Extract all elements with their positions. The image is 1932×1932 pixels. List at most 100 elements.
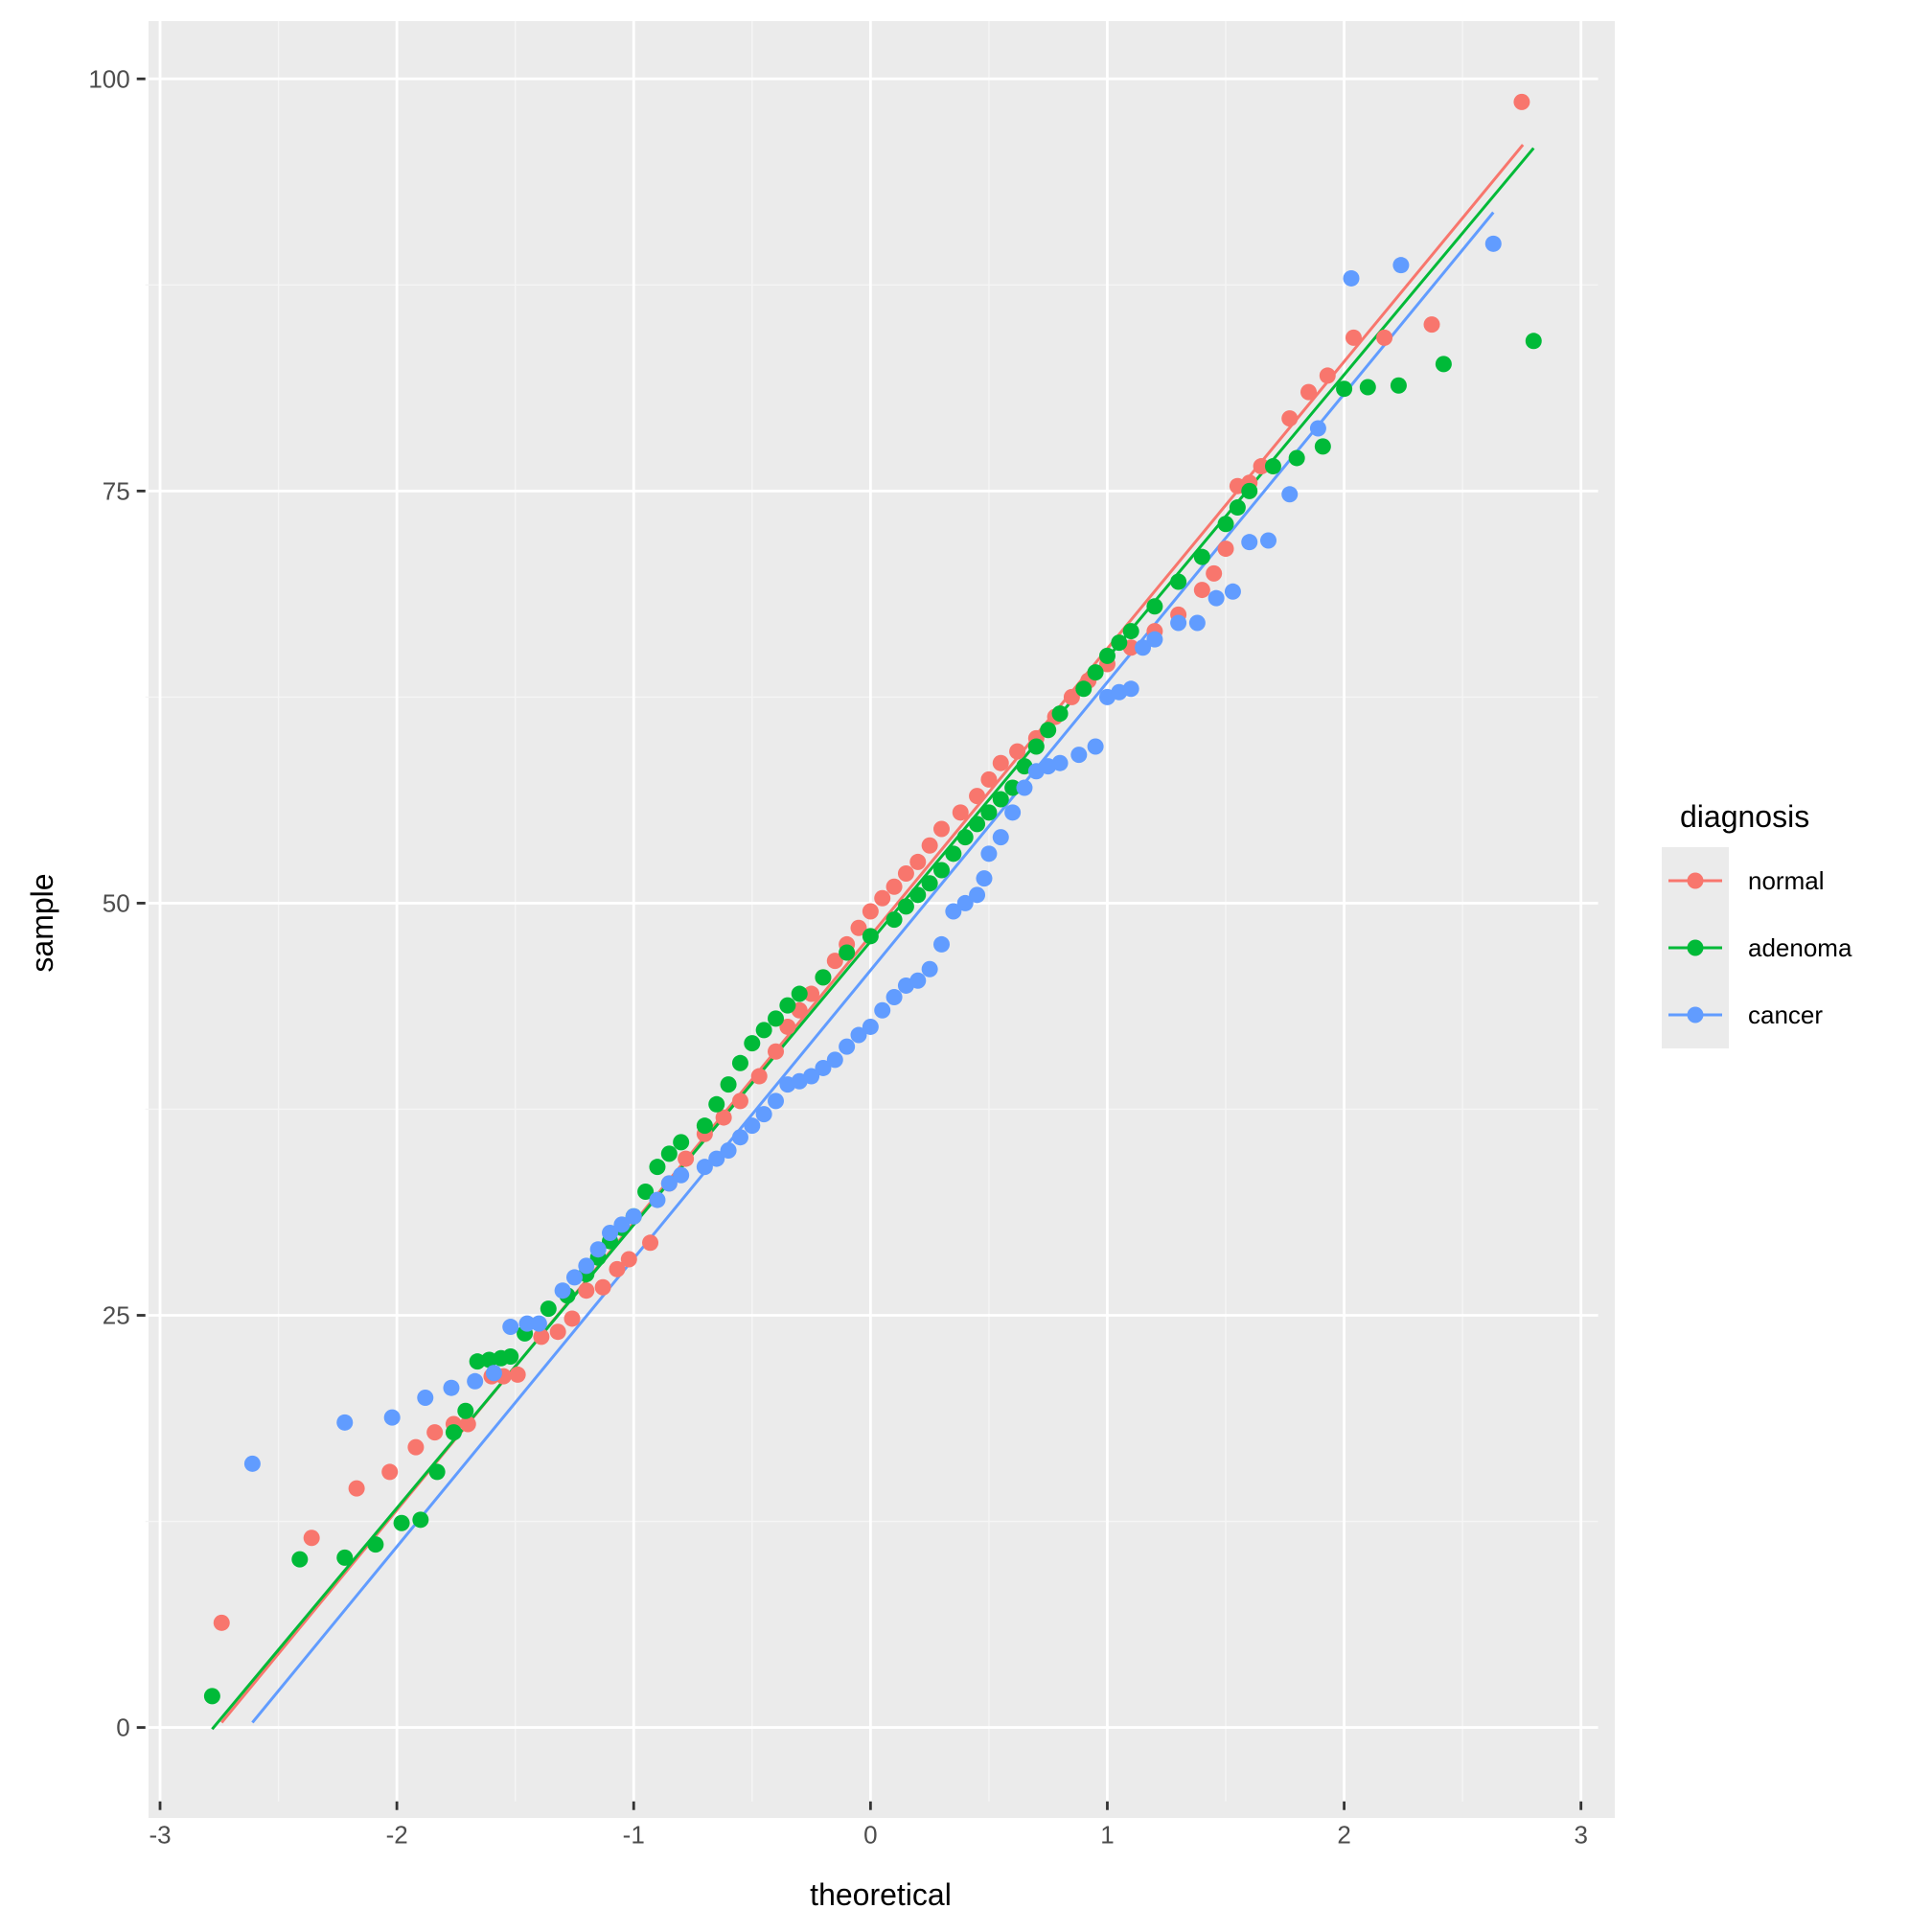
point-normal xyxy=(594,1278,611,1296)
point-adenoma xyxy=(1146,598,1163,615)
point-cancer xyxy=(1135,639,1152,656)
point-cancer xyxy=(1004,804,1022,821)
point-cancer xyxy=(336,1414,354,1431)
legend-key-point-adenoma xyxy=(1687,939,1704,956)
point-cancer xyxy=(956,894,974,911)
x-tick-label: 2 xyxy=(1337,1821,1350,1850)
point-normal xyxy=(213,1614,230,1631)
point-cancer xyxy=(485,1365,502,1382)
point-cancer xyxy=(673,1166,690,1184)
point-cancer xyxy=(383,1409,401,1426)
point-cancer xyxy=(980,845,998,862)
y-tick-label: 50 xyxy=(103,888,130,917)
point-adenoma xyxy=(945,845,962,862)
point-adenoma xyxy=(457,1402,474,1419)
point-adenoma xyxy=(969,816,986,833)
point-cancer xyxy=(803,1068,820,1085)
point-cancer xyxy=(1392,257,1410,274)
point-adenoma xyxy=(1098,647,1116,664)
point-normal xyxy=(715,1109,732,1126)
point-normal xyxy=(426,1424,444,1441)
point-cancer xyxy=(578,1257,595,1275)
legend-label-normal: normal xyxy=(1748,866,1824,895)
point-normal xyxy=(1319,367,1336,384)
point-cancer xyxy=(1016,779,1033,796)
x-tick-label: -2 xyxy=(386,1821,408,1850)
point-normal xyxy=(1253,458,1270,475)
point-normal xyxy=(678,1150,695,1167)
legend-key-point-cancer xyxy=(1687,1006,1704,1024)
point-normal xyxy=(909,853,927,870)
x-tick-label: 1 xyxy=(1100,1821,1114,1850)
y-tick-label: 0 xyxy=(116,1714,129,1742)
point-cancer xyxy=(886,988,903,1005)
point-normal xyxy=(1376,329,1393,346)
point-adenoma xyxy=(1229,499,1246,517)
point-adenoma xyxy=(1122,623,1139,640)
point-cancer xyxy=(696,1159,713,1176)
point-adenoma xyxy=(428,1463,446,1481)
point-adenoma xyxy=(932,862,950,879)
point-normal xyxy=(921,837,938,854)
point-cancer xyxy=(1484,235,1502,252)
point-normal xyxy=(952,804,969,821)
x-axis-title: theoretical xyxy=(810,1877,952,1912)
point-adenoma xyxy=(502,1348,519,1366)
x-tick-label: 3 xyxy=(1574,1821,1587,1850)
point-cancer xyxy=(932,935,950,953)
y-tick-label: 25 xyxy=(103,1301,130,1330)
point-cancer xyxy=(649,1191,666,1208)
point-cancer xyxy=(826,1051,843,1069)
point-normal xyxy=(1300,383,1318,401)
point-cancer xyxy=(625,1208,642,1225)
point-normal xyxy=(459,1415,476,1433)
point-cancer xyxy=(1343,269,1360,287)
point-adenoma xyxy=(720,1076,737,1093)
point-cancer xyxy=(589,1241,607,1258)
point-cancer xyxy=(992,829,1009,846)
point-cancer xyxy=(850,1026,867,1044)
point-adenoma xyxy=(291,1551,309,1568)
legend-title: diagnosis xyxy=(1680,799,1809,834)
point-cancer xyxy=(660,1175,678,1192)
x-tick-label: 0 xyxy=(863,1821,877,1850)
point-normal xyxy=(609,1260,626,1277)
point-adenoma xyxy=(203,1688,220,1705)
point-adenoma xyxy=(445,1424,462,1441)
point-adenoma xyxy=(839,944,856,961)
point-normal xyxy=(1423,316,1440,334)
point-cancer xyxy=(731,1129,748,1146)
point-cancer xyxy=(1070,747,1088,764)
point-adenoma xyxy=(540,1300,557,1318)
point-cancer xyxy=(1051,754,1069,771)
point-normal xyxy=(578,1282,595,1300)
point-cancer xyxy=(1188,614,1206,632)
legend-label-cancer: cancer xyxy=(1748,1000,1823,1029)
point-cancer xyxy=(874,1001,891,1019)
point-adenoma xyxy=(992,791,1009,808)
point-cancer xyxy=(565,1269,583,1286)
point-adenoma xyxy=(336,1549,354,1566)
point-normal xyxy=(886,878,903,895)
point-normal xyxy=(768,1043,785,1060)
point-adenoma xyxy=(897,898,914,915)
point-cancer xyxy=(1122,680,1139,698)
point-adenoma xyxy=(886,911,903,929)
point-normal xyxy=(620,1251,637,1268)
qq-line-cancer xyxy=(251,211,1495,1724)
point-normal xyxy=(303,1530,320,1547)
point-normal xyxy=(731,1092,748,1110)
point-cancer xyxy=(518,1315,536,1332)
point-adenoma xyxy=(412,1511,429,1529)
legend-key-point-normal xyxy=(1687,872,1704,889)
point-adenoma xyxy=(1027,738,1045,755)
point-cancer xyxy=(1146,631,1163,648)
point-cancer xyxy=(945,903,962,920)
point-adenoma xyxy=(956,829,974,846)
point-cancer xyxy=(1281,486,1299,503)
point-cancer xyxy=(502,1319,519,1336)
point-normal xyxy=(1281,410,1299,427)
point-adenoma xyxy=(637,1183,655,1200)
point-cancer xyxy=(530,1315,547,1332)
